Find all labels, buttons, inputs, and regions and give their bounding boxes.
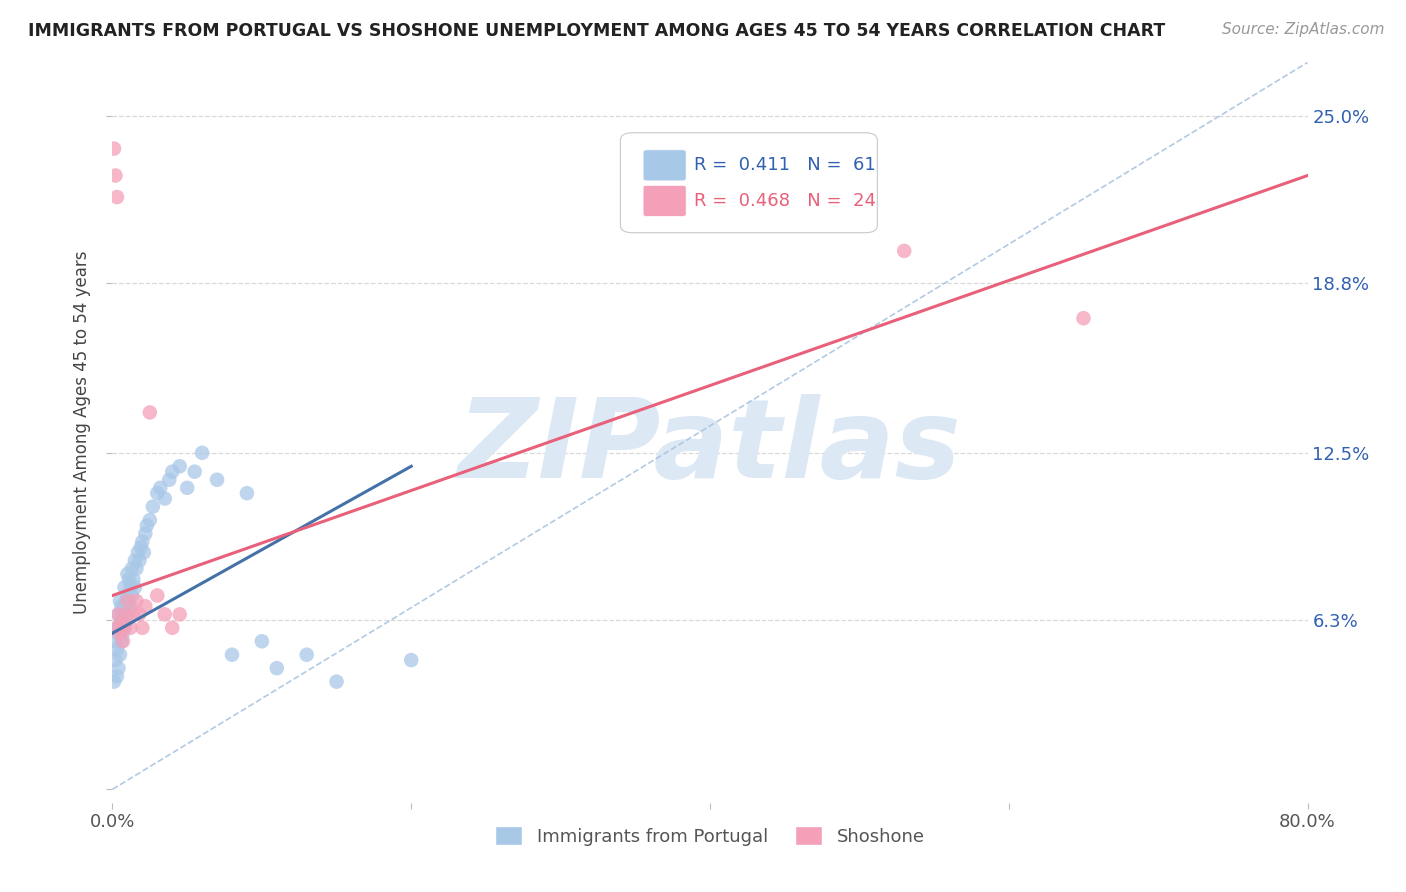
Point — [111, 626, 134, 640]
Point — [221, 648, 243, 662]
Point — [110, 634, 132, 648]
Point — [122, 572, 145, 586]
FancyBboxPatch shape — [620, 133, 877, 233]
Point — [107, 607, 129, 622]
Point — [120, 581, 142, 595]
Point — [108, 594, 131, 608]
Point — [110, 615, 132, 630]
Point — [169, 607, 191, 622]
Point — [128, 553, 150, 567]
Y-axis label: Unemployment Among Ages 45 to 54 years: Unemployment Among Ages 45 to 54 years — [73, 251, 91, 615]
Point — [104, 653, 127, 667]
Point — [114, 621, 135, 635]
FancyBboxPatch shape — [643, 186, 686, 217]
Point — [125, 561, 148, 575]
Point — [162, 465, 183, 479]
Point — [110, 599, 132, 614]
Point — [169, 459, 191, 474]
Point — [103, 142, 125, 156]
Point — [105, 621, 128, 635]
Point — [153, 607, 176, 622]
Text: IMMIGRANTS FROM PORTUGAL VS SHOSHONE UNEMPLOYMENT AMONG AGES 45 TO 54 YEARS CORR: IMMIGRANTS FROM PORTUGAL VS SHOSHONE UNE… — [28, 22, 1166, 40]
Point — [104, 634, 127, 648]
Point — [191, 446, 214, 460]
Point — [114, 599, 135, 614]
Point — [108, 648, 131, 662]
Point — [111, 607, 134, 622]
Point — [117, 594, 139, 608]
Point — [110, 615, 132, 630]
Point — [107, 607, 129, 622]
Point — [128, 607, 150, 622]
Point — [127, 545, 149, 559]
Point — [115, 594, 138, 608]
Point — [134, 526, 156, 541]
Point — [108, 621, 131, 635]
Point — [103, 674, 125, 689]
Point — [131, 621, 153, 635]
Point — [131, 534, 153, 549]
Point — [250, 634, 273, 648]
Point — [105, 642, 128, 657]
Point — [236, 486, 259, 500]
Point — [105, 190, 128, 204]
Point — [176, 481, 198, 495]
Point — [117, 566, 139, 581]
Point — [125, 594, 148, 608]
Point — [1073, 311, 1095, 326]
Point — [121, 589, 143, 603]
Text: ZIPatlas: ZIPatlas — [458, 394, 962, 501]
Point — [122, 607, 145, 622]
Point — [205, 473, 228, 487]
Text: R =  0.468   N =  24: R = 0.468 N = 24 — [695, 192, 876, 210]
Point — [107, 626, 129, 640]
Point — [120, 599, 142, 614]
Point — [118, 572, 141, 586]
Point — [114, 621, 135, 635]
Point — [124, 553, 146, 567]
Point — [129, 540, 152, 554]
Point — [325, 674, 347, 689]
Text: Source: ZipAtlas.com: Source: ZipAtlas.com — [1222, 22, 1385, 37]
Point — [124, 581, 146, 595]
Point — [107, 661, 129, 675]
Point — [115, 615, 138, 630]
Point — [121, 561, 143, 575]
Point — [108, 626, 131, 640]
Point — [104, 169, 127, 183]
Point — [893, 244, 915, 258]
Point — [117, 607, 139, 622]
Point — [105, 669, 128, 683]
Point — [139, 513, 162, 527]
Point — [183, 465, 205, 479]
Point — [120, 621, 142, 635]
Point — [157, 473, 180, 487]
Point — [142, 500, 165, 514]
Point — [117, 589, 139, 603]
Point — [118, 594, 141, 608]
Point — [401, 653, 423, 667]
Point — [114, 581, 135, 595]
Point — [295, 648, 318, 662]
Point — [266, 661, 288, 675]
Point — [132, 545, 155, 559]
Point — [139, 405, 162, 419]
Point — [134, 599, 156, 614]
Point — [115, 607, 138, 622]
Point — [146, 589, 169, 603]
FancyBboxPatch shape — [643, 150, 686, 181]
Point — [135, 518, 157, 533]
Legend: Immigrants from Portugal, Shoshone: Immigrants from Portugal, Shoshone — [488, 819, 932, 853]
Point — [149, 481, 172, 495]
Point — [105, 621, 128, 635]
Point — [153, 491, 176, 506]
Point — [111, 634, 134, 648]
Point — [162, 621, 183, 635]
Point — [146, 486, 169, 500]
Text: R =  0.411   N =  61: R = 0.411 N = 61 — [695, 155, 876, 174]
